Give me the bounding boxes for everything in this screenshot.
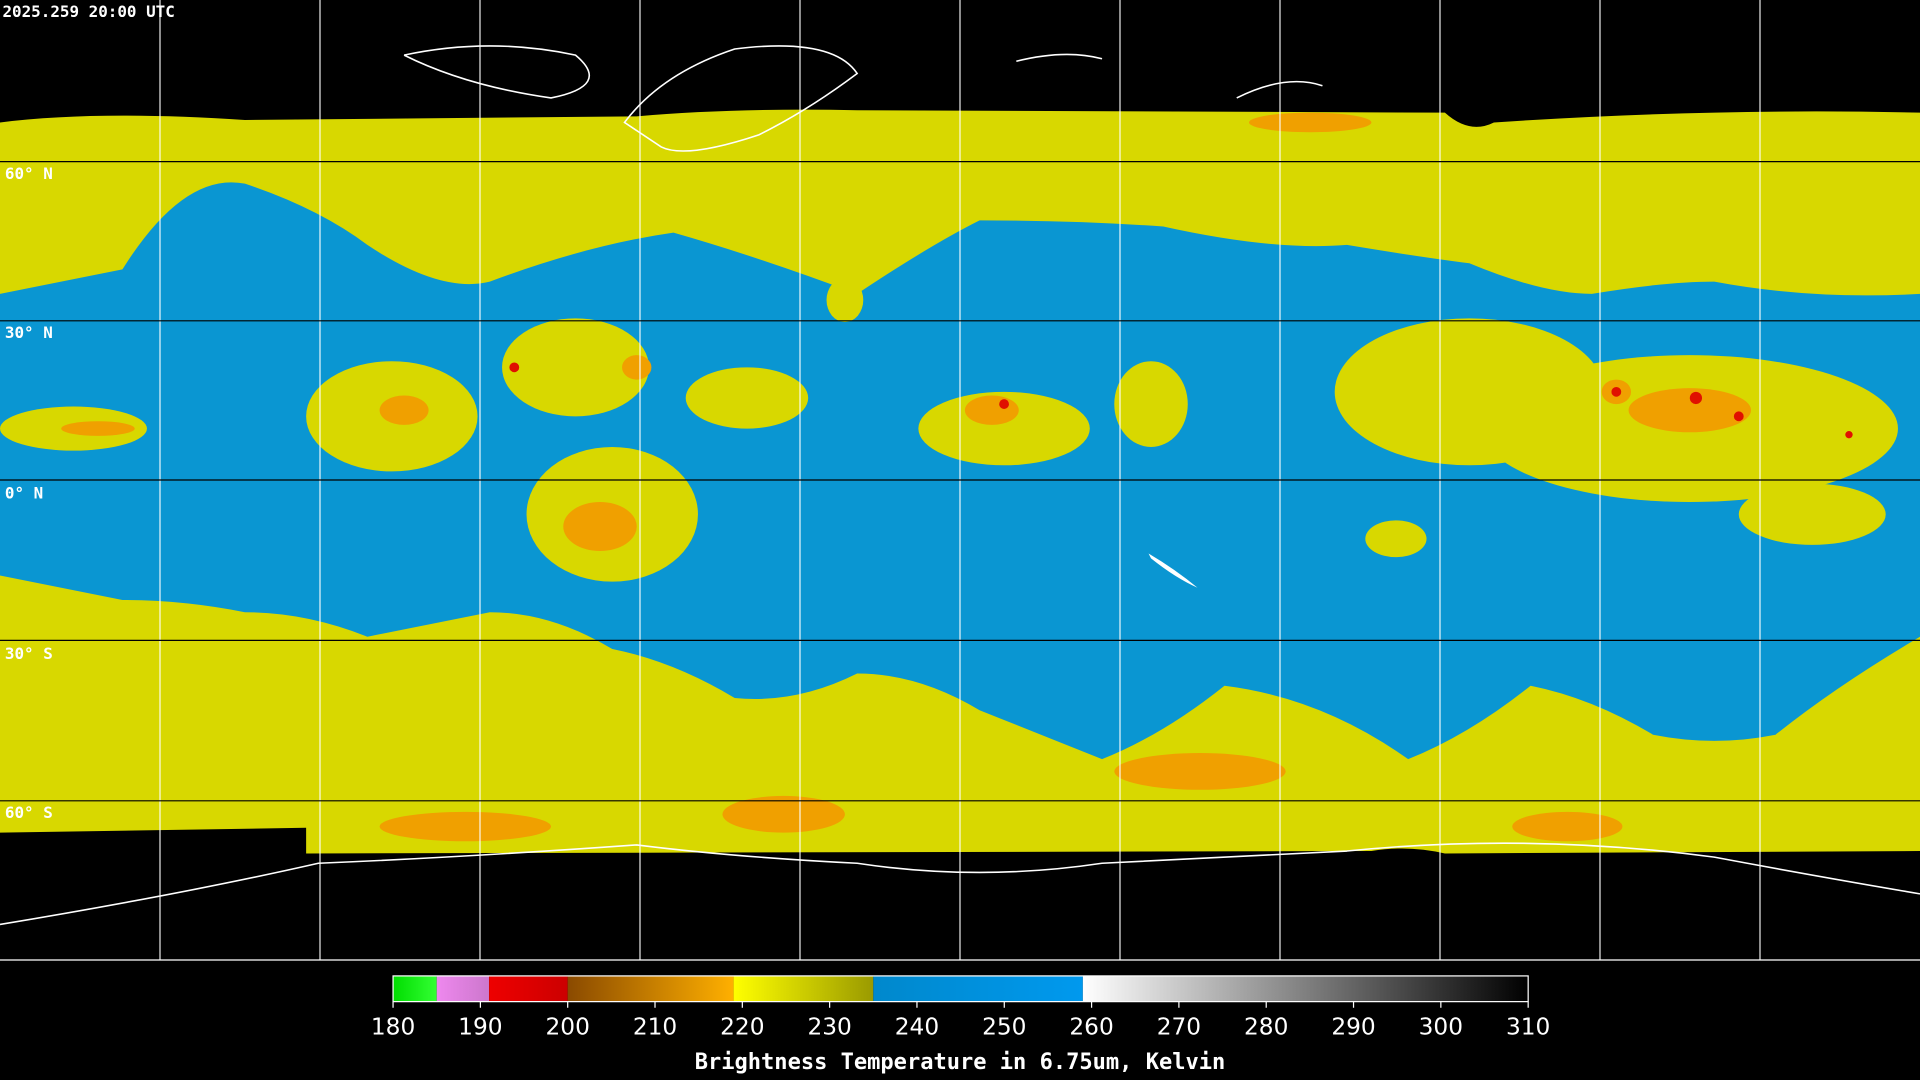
colorbar-segment xyxy=(567,975,734,1002)
latitude-label: 60° N xyxy=(5,164,53,183)
cold-cloud-tops xyxy=(509,362,1853,439)
latitude-label: 0° N xyxy=(5,483,43,502)
colorbar-tick-label: 280 xyxy=(1244,1014,1288,1041)
colorbar-tick-label: 240 xyxy=(895,1014,939,1041)
colorbar-label: Brightness Temperature in 6.75um, Kelvin xyxy=(695,1050,1226,1075)
colorbar-segment xyxy=(873,975,1083,1002)
colorbar-segment xyxy=(393,975,437,1002)
timestamp: 2025.259 20:00 UTC xyxy=(2,2,174,21)
colorbar-tick-label: 180 xyxy=(371,1014,415,1041)
latitude-label: 30° N xyxy=(5,323,53,342)
graticule xyxy=(0,0,1920,961)
colorbar-segment xyxy=(489,975,568,1002)
colorbar-frame xyxy=(392,975,1529,1003)
white-patch xyxy=(1148,553,1198,588)
colorbar-tick-label: 310 xyxy=(1506,1014,1550,1041)
colorbar-tick-label: 260 xyxy=(1069,1014,1113,1041)
colorbar-segment xyxy=(1082,975,1529,1002)
colorbar-tick-label: 210 xyxy=(633,1014,677,1041)
colorbar-tick-label: 190 xyxy=(458,1014,502,1041)
colorbar-segment xyxy=(733,975,874,1002)
latitude-label: 60° S xyxy=(5,803,53,822)
colorbar-segment xyxy=(436,975,490,1002)
colorbar-tick-label: 270 xyxy=(1157,1014,1201,1041)
colorbar-tick-label: 200 xyxy=(545,1014,589,1041)
colorbar-tick-label: 220 xyxy=(720,1014,764,1041)
colorbar-tick-label: 250 xyxy=(982,1014,1026,1041)
latitude-label: 30° S xyxy=(5,644,53,663)
colorbar-tick-label: 290 xyxy=(1331,1014,1375,1041)
colorbar-tick-label: 230 xyxy=(807,1014,851,1041)
colorbar-tick-label: 300 xyxy=(1419,1014,1463,1041)
